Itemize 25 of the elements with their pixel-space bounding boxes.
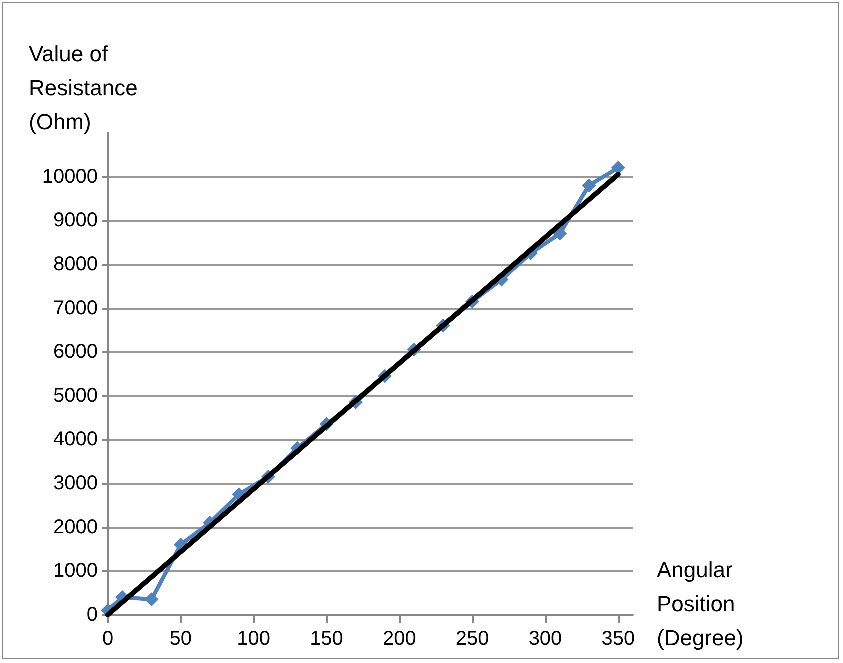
y-tick-label: 5000 (54, 384, 98, 407)
y-tick-label: 0 (86, 604, 98, 626)
x-tick-label: 350 (602, 628, 636, 650)
y-tick-label: 9000 (54, 210, 98, 232)
y-tick-label: 6000 (54, 341, 98, 364)
y-tick-label: 3000 (54, 472, 98, 495)
x-tick-label: 300 (528, 628, 562, 650)
x-tick-label: 0 (102, 628, 114, 650)
y-tick-label: 2000 (54, 516, 98, 538)
point (144, 592, 159, 607)
y-tick-label: 10000 (42, 166, 98, 188)
point (582, 178, 596, 193)
x-tick-label: 100 (237, 628, 271, 650)
x-tick-label: 150 (310, 628, 344, 650)
x-tick-label: 250 (456, 628, 490, 650)
x-tick-label: 200 (382, 628, 416, 650)
point (553, 226, 568, 241)
y-tick-label: 7000 (54, 297, 98, 320)
y-tick-label: 8000 (54, 253, 98, 276)
point (611, 161, 626, 176)
y-tick-label: 4000 (54, 428, 98, 451)
x-axis-title: Angular Position (Degree) (657, 558, 744, 650)
y-axis-title: Value of Resistance (Ohm) (29, 42, 138, 134)
x-tick-label: 50 (170, 628, 192, 650)
y-tick-label: 1000 (54, 560, 98, 582)
